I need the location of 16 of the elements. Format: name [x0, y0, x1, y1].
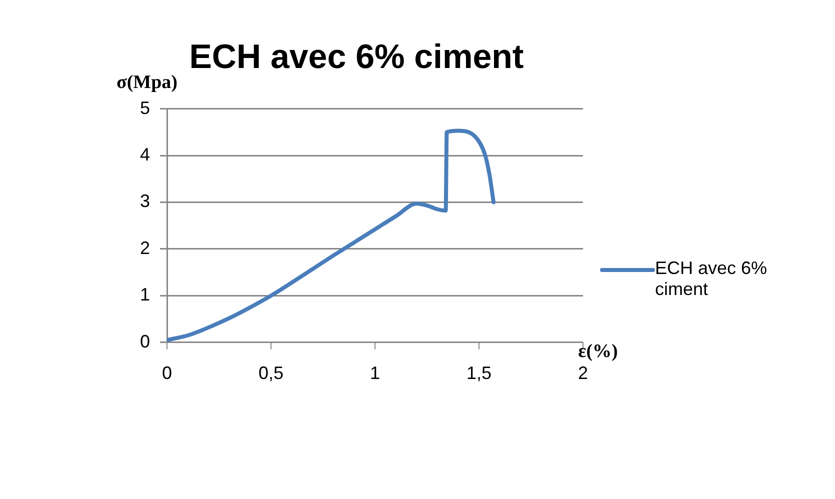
y-tick-label: 5: [140, 98, 150, 118]
y-tick-label: 3: [140, 191, 150, 212]
chart-title: ECH avec 6% ciment: [189, 38, 524, 76]
y-tick-label: 2: [140, 238, 150, 258]
legend-label: ECH avec 6% ciment: [655, 258, 768, 300]
y-tick-label: 1: [140, 284, 150, 305]
x-tick-label: 2: [578, 363, 588, 384]
x-tick-label: 0: [162, 363, 172, 384]
line-series: [167, 128, 496, 342]
x-tick-label: 1,5: [466, 363, 492, 384]
x-tick-label: 1: [370, 363, 380, 384]
x-axis-title: ε(%): [578, 340, 618, 362]
y-axis-title: σ(Mpa): [116, 72, 178, 94]
y-tick-label: 4: [140, 144, 150, 164]
x-tick-label: 0,5: [258, 363, 284, 384]
y-tick-label: 0: [140, 331, 150, 352]
